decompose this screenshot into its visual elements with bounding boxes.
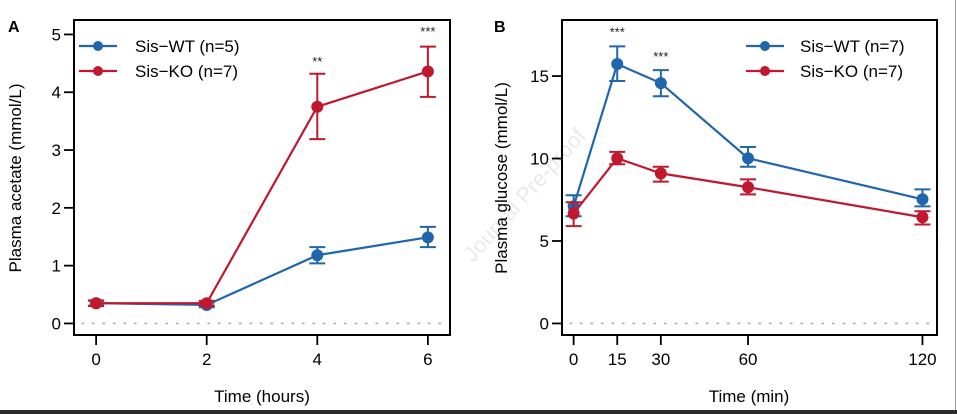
y-tick-label-b: 10	[530, 150, 549, 169]
x-axis-label-b: Time (min)	[709, 387, 790, 406]
data-point-ko-b	[654, 167, 667, 180]
panel-label-b: B	[494, 19, 506, 36]
x-tick-label-b: 0	[569, 350, 578, 369]
plot-frame-a	[73, 19, 451, 336]
x-tick-label-a: 4	[313, 350, 322, 369]
data-point-wt-a	[311, 249, 324, 262]
x-tick-label-b: 60	[739, 350, 758, 369]
legend-marker-wt-a	[93, 41, 103, 51]
x-axis-label-a: Time (hours)	[214, 387, 310, 406]
y-tick-label-a: 4	[52, 83, 61, 102]
legend-marker-ko-a	[93, 66, 103, 76]
significance-annotation-a: ***	[420, 24, 435, 39]
y-tick-label-b: 15	[530, 67, 549, 86]
significance-annotation-b: ***	[653, 49, 668, 64]
y-tick-label-a: 2	[52, 199, 61, 218]
data-point-wt-b	[742, 152, 755, 165]
data-point-ko-a	[200, 297, 213, 310]
series-line-wt-a	[96, 236, 429, 307]
y-axis-label-b: Plasma glucose (mmol/L)	[492, 82, 511, 274]
data-point-ko-b	[916, 211, 929, 224]
data-point-wt-a	[421, 231, 434, 244]
page-bottom-bar	[0, 410, 957, 414]
plot-frame-b	[561, 19, 938, 336]
legend-marker-ko-b	[760, 66, 770, 76]
y-axis-label-a: Plasma acetate (mmol/L)	[6, 84, 25, 273]
y-tick-label-a: 5	[52, 25, 61, 44]
legend-marker-wt-b	[760, 41, 770, 51]
x-tick-label-b: 30	[651, 350, 670, 369]
data-point-ko-b	[742, 181, 755, 194]
x-tick-label-a: 6	[423, 350, 432, 369]
x-tick-label-b: 15	[608, 350, 627, 369]
y-tick-label-b: 5	[540, 232, 549, 251]
significance-annotation-b: ***	[610, 24, 625, 39]
legend-a: Sis−WT (n=5) Sis−KO (n=7)	[79, 37, 240, 81]
data-point-ko-b	[567, 207, 580, 220]
data-point-ko-a	[90, 297, 103, 310]
data-point-wt-b	[654, 77, 667, 90]
x-tick-label-b: 120	[908, 350, 936, 369]
page-right-edge	[955, 0, 956, 410]
significance-annotation-a: **	[312, 54, 322, 69]
y-tick-label-b: 0	[540, 314, 549, 333]
legend-label-ko-a: Sis−KO (n=7)	[135, 62, 238, 81]
data-point-ko-a	[421, 65, 434, 78]
x-tick-label-a: 0	[91, 350, 100, 369]
y-tick-label-a: 3	[52, 141, 61, 160]
data-point-ko-a	[311, 100, 324, 113]
y-tick-label-a: 1	[52, 257, 61, 276]
legend-label-wt-b: Sis−WT (n=7)	[800, 37, 905, 56]
panel-a: A Plasma acetate (mmol/L) Time (hours) 0…	[6, 19, 451, 406]
plot-area-b: 0 5 10 15 0 15 30 60 120 *** ***	[530, 19, 938, 369]
legend-label-wt-a: Sis−WT (n=5)	[135, 37, 240, 56]
data-point-ko-b	[611, 152, 624, 165]
series-line-ko-a	[96, 70, 429, 305]
panel-b: B Plasma glucose (mmol/L) Time (min) 0 5 1…	[492, 19, 938, 406]
legend-label-ko-b: Sis−KO (n=7)	[800, 62, 903, 81]
y-tick-label-a: 0	[52, 314, 61, 333]
x-tick-label-a: 2	[202, 350, 211, 369]
panel-label-a: A	[8, 19, 20, 36]
data-point-wt-b	[916, 193, 929, 206]
legend-b: Sis−WT (n=7) Sis−KO (n=7)	[746, 37, 905, 81]
data-point-wt-b	[611, 58, 624, 71]
